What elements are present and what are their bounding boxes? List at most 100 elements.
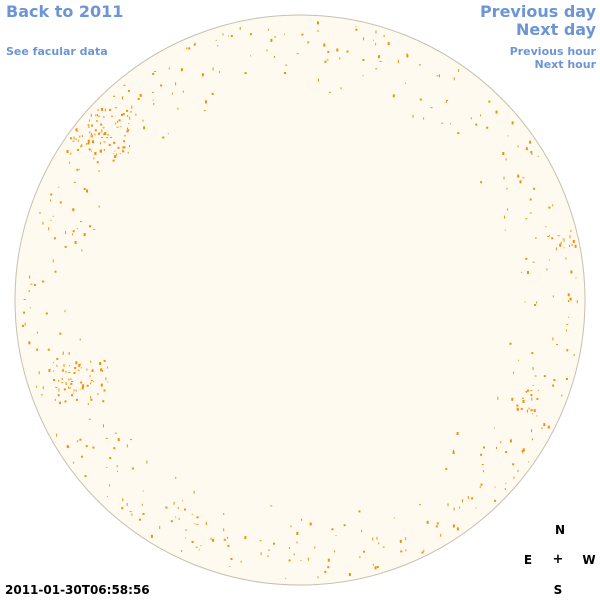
facular-speck bbox=[327, 566, 330, 569]
facular-speck bbox=[181, 550, 183, 552]
facular-speck bbox=[113, 447, 116, 450]
facular-speck bbox=[470, 117, 472, 120]
facular-speck bbox=[453, 449, 454, 452]
facular-speck bbox=[361, 529, 363, 532]
facular-speck bbox=[193, 490, 195, 494]
facular-speck bbox=[80, 367, 82, 369]
facular-speck bbox=[42, 386, 44, 390]
facular-speck bbox=[36, 348, 39, 351]
facular-speck bbox=[62, 368, 64, 372]
facular-speck bbox=[223, 528, 225, 532]
facular-speck bbox=[527, 389, 529, 392]
facular-speck bbox=[150, 534, 153, 538]
facular-speck bbox=[73, 136, 75, 140]
facular-speck bbox=[119, 153, 121, 155]
facular-speck bbox=[81, 386, 84, 390]
facular-speck bbox=[194, 523, 196, 525]
facular-speck bbox=[52, 259, 54, 263]
facular-speck bbox=[552, 384, 555, 387]
observation-timestamp: 2011-01-30T06:58:56 bbox=[5, 583, 150, 597]
facular-speck bbox=[537, 155, 539, 157]
facular-speck bbox=[108, 143, 111, 146]
facular-speck bbox=[117, 470, 118, 472]
previous-hour-link[interactable]: Previous hour bbox=[509, 45, 596, 58]
facular-speck bbox=[530, 390, 533, 392]
next-day-link[interactable]: Next day bbox=[516, 20, 596, 39]
facular-speck bbox=[556, 344, 558, 346]
facular-speck bbox=[529, 212, 532, 214]
facular-speck bbox=[324, 570, 327, 573]
facular-speck bbox=[382, 546, 385, 548]
facular-speck bbox=[146, 460, 148, 464]
facular-speck bbox=[36, 331, 38, 334]
facular-speck bbox=[551, 237, 554, 240]
facular-speck bbox=[301, 33, 304, 36]
facular-speck bbox=[375, 68, 378, 70]
facular-speck bbox=[102, 127, 105, 129]
facular-speck bbox=[90, 135, 92, 138]
facular-speck bbox=[77, 130, 79, 132]
facular-speck bbox=[58, 186, 60, 188]
facular-speck bbox=[103, 116, 105, 119]
facular-speck bbox=[102, 400, 105, 403]
facular-speck bbox=[98, 170, 101, 172]
facular-speck bbox=[131, 513, 133, 516]
back-to-year-link[interactable]: Back to 2011 bbox=[6, 2, 124, 21]
facular-speck bbox=[496, 446, 497, 449]
facular-speck bbox=[511, 121, 514, 125]
facular-speck bbox=[159, 525, 161, 529]
facular-speck bbox=[87, 124, 90, 126]
facular-speck bbox=[483, 470, 485, 473]
facular-speck bbox=[93, 157, 95, 160]
previous-day-link[interactable]: Previous day bbox=[479, 2, 596, 21]
facular-speck bbox=[452, 451, 455, 455]
facular-speck bbox=[120, 125, 122, 127]
facular-speck bbox=[211, 92, 214, 95]
facular-speck bbox=[126, 127, 128, 130]
facular-speck bbox=[201, 73, 204, 77]
facular-speck bbox=[109, 457, 112, 459]
facular-speck bbox=[317, 576, 319, 579]
facular-speck bbox=[177, 107, 179, 110]
facular-speck bbox=[173, 501, 175, 505]
facular-speck bbox=[456, 432, 459, 435]
facular-speck bbox=[123, 146, 126, 149]
facular-speck bbox=[419, 504, 421, 506]
facular-speck bbox=[309, 522, 312, 526]
facular-speck bbox=[260, 552, 262, 556]
facular-speck bbox=[563, 239, 565, 242]
compass-center-cross: + bbox=[552, 552, 564, 567]
facular-speck bbox=[504, 488, 506, 491]
facular-speck bbox=[87, 142, 90, 145]
facular-speck bbox=[535, 237, 537, 240]
facular-speck bbox=[447, 503, 449, 507]
facular-speck bbox=[480, 114, 482, 117]
facular-speck bbox=[88, 124, 90, 128]
facular-speck bbox=[81, 143, 83, 147]
facular-speck bbox=[244, 536, 247, 540]
facular-speck bbox=[339, 57, 341, 60]
facular-speck bbox=[205, 100, 207, 104]
facular-speck bbox=[90, 380, 93, 381]
facular-speck bbox=[40, 394, 43, 396]
facular-speck bbox=[203, 110, 206, 112]
facular-speck bbox=[435, 525, 438, 528]
facular-speck bbox=[522, 177, 525, 179]
facular-speck bbox=[47, 348, 50, 351]
facular-speck bbox=[423, 117, 425, 120]
facular-speck bbox=[114, 142, 116, 144]
facular-speck bbox=[107, 381, 109, 383]
facular-speck bbox=[48, 368, 51, 372]
facular-speck bbox=[106, 495, 108, 497]
facular-speck bbox=[521, 397, 524, 399]
facular-speck bbox=[270, 505, 273, 507]
next-hour-link[interactable]: Next hour bbox=[534, 58, 597, 71]
facular-speck bbox=[453, 507, 455, 511]
facular-speck bbox=[83, 233, 86, 237]
facular-speck bbox=[99, 132, 101, 134]
see-facular-data-link[interactable]: See facular data bbox=[6, 45, 108, 58]
facular-speck bbox=[200, 545, 202, 547]
facular-speck bbox=[509, 439, 512, 443]
facular-speck bbox=[450, 123, 451, 125]
facular-speck bbox=[175, 82, 177, 86]
